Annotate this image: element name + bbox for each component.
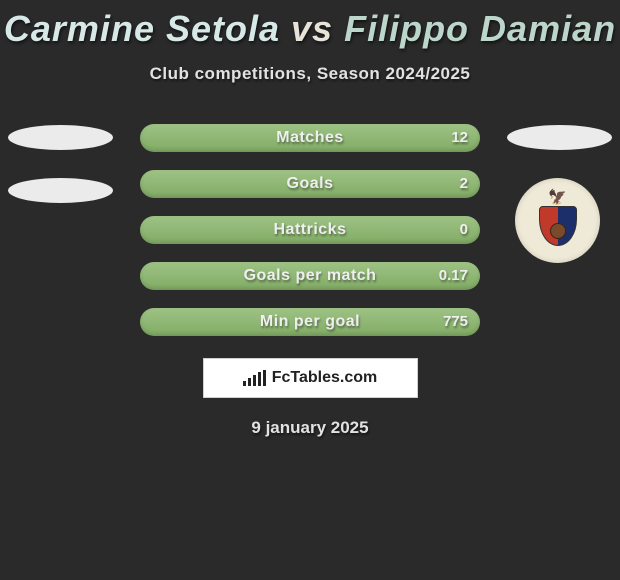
stat-label: Goals per match — [140, 262, 480, 290]
stat-value: 2 — [460, 170, 468, 198]
stat-value: 0 — [460, 216, 468, 244]
season-subtitle: Club competitions, Season 2024/2025 — [0, 64, 620, 84]
vs-text: vs — [291, 8, 333, 49]
watermark: FcTables.com — [203, 358, 418, 398]
stat-label: Hattricks — [140, 216, 480, 244]
stat-label: Goals — [140, 170, 480, 198]
stat-value: 0.17 — [439, 262, 468, 290]
stat-value: 775 — [443, 308, 468, 336]
date-label: 9 january 2025 — [0, 418, 620, 438]
stat-label: Min per goal — [140, 308, 480, 336]
bar-icon — [253, 375, 256, 386]
bar-icon — [258, 372, 261, 386]
stat-row: Goals 2 — [140, 170, 480, 198]
player2-name: Filippo Damian — [344, 8, 616, 49]
watermark-text: FcTables.com — [272, 369, 378, 387]
stat-row: Hattricks 0 — [140, 216, 480, 244]
stat-row: Goals per match 0.17 — [140, 262, 480, 290]
stat-row: Min per goal 775 — [140, 308, 480, 336]
chart-bars-icon — [243, 370, 266, 386]
stat-value: 12 — [451, 124, 468, 152]
stats-container: Matches 12 Goals 2 Hattricks 0 Goals per… — [0, 124, 620, 336]
player1-name: Carmine Setola — [4, 8, 280, 49]
comparison-title: Carmine Setola vs Filippo Damian — [0, 0, 620, 50]
bar-icon — [243, 381, 246, 386]
stat-row: Matches 12 — [140, 124, 480, 152]
bar-icon — [263, 370, 266, 386]
bar-icon — [248, 378, 251, 386]
stat-label: Matches — [140, 124, 480, 152]
